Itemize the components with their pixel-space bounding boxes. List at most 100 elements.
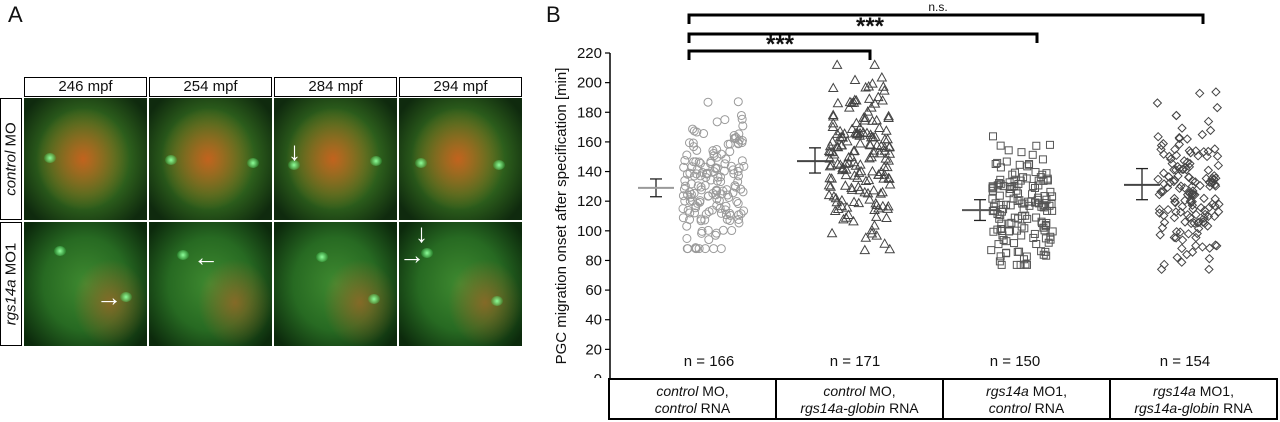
data-point xyxy=(987,246,996,255)
data-point xyxy=(1002,200,1011,209)
data-point xyxy=(1191,209,1201,220)
data-point xyxy=(1165,177,1175,188)
data-point xyxy=(725,147,735,157)
data-point xyxy=(1187,189,1197,199)
data-point xyxy=(720,115,730,125)
data-point xyxy=(841,135,853,146)
data-point xyxy=(1032,141,1041,150)
data-point xyxy=(863,93,875,103)
data-point xyxy=(1185,196,1196,206)
data-point xyxy=(825,181,837,191)
data-point xyxy=(1174,164,1185,174)
data-point xyxy=(1028,181,1037,190)
data-point xyxy=(692,127,702,137)
data-point xyxy=(851,117,862,128)
data-point xyxy=(1213,160,1224,171)
data-point xyxy=(1158,168,1169,178)
data-point xyxy=(1039,201,1048,210)
data-point xyxy=(1163,204,1173,215)
data-point xyxy=(988,194,997,203)
data-point xyxy=(846,151,857,161)
data-point xyxy=(1191,232,1201,243)
data-point xyxy=(1154,189,1165,200)
data-point xyxy=(988,182,997,191)
data-point xyxy=(860,232,872,242)
data-point xyxy=(1008,170,1017,179)
data-point xyxy=(1174,139,1185,150)
y-tick-label: 100 xyxy=(577,223,602,240)
arrow-right-icon: → xyxy=(96,282,122,312)
data-point xyxy=(1152,98,1163,108)
significance-label-1: *** xyxy=(766,31,795,58)
data-point xyxy=(854,130,866,140)
data-point xyxy=(840,158,852,168)
data-point xyxy=(829,205,841,215)
data-point xyxy=(733,171,743,181)
data-point xyxy=(699,129,709,139)
data-point xyxy=(852,172,863,182)
data-point xyxy=(1005,178,1014,187)
data-point xyxy=(734,135,744,145)
data-point xyxy=(993,209,1002,218)
data-point xyxy=(1169,212,1180,223)
condition-1-line2-rest: RNA xyxy=(696,400,731,416)
data-point xyxy=(1023,162,1032,171)
data-point xyxy=(826,159,837,170)
data-point xyxy=(857,127,869,137)
data-point xyxy=(1154,204,1165,215)
data-point xyxy=(737,138,747,148)
data-point xyxy=(1185,148,1196,158)
data-point xyxy=(692,145,702,155)
data-point xyxy=(1032,240,1041,249)
data-point xyxy=(721,210,731,220)
data-point xyxy=(879,85,890,95)
data-point xyxy=(721,154,731,164)
data-point xyxy=(1187,247,1198,257)
data-point xyxy=(716,208,726,218)
data-point xyxy=(878,161,890,171)
data-point xyxy=(999,205,1008,214)
data-point xyxy=(846,123,858,133)
data-point xyxy=(1185,212,1195,223)
data-point xyxy=(1010,168,1019,177)
data-point xyxy=(678,213,688,223)
micrograph-rgs14a-284 xyxy=(274,222,397,346)
data-point xyxy=(1012,260,1021,269)
data-point xyxy=(884,148,896,158)
data-point xyxy=(1187,196,1197,207)
data-point xyxy=(732,197,742,207)
data-point xyxy=(866,224,878,235)
data-point xyxy=(1192,228,1202,239)
data-point xyxy=(1212,102,1222,113)
condition-4-line1-rest: MO1, xyxy=(1195,383,1234,399)
y-tick-label: 160 xyxy=(577,134,602,151)
data-point xyxy=(1193,218,1203,228)
data-point xyxy=(718,225,728,235)
data-point xyxy=(1180,217,1190,227)
data-point xyxy=(823,189,835,200)
data-point xyxy=(688,138,698,148)
data-point xyxy=(1199,205,1210,216)
data-point xyxy=(1155,230,1165,240)
data-point xyxy=(689,171,699,181)
data-point xyxy=(879,238,890,248)
data-point xyxy=(1012,186,1021,195)
y-tick-label: 0 xyxy=(594,371,602,378)
data-point xyxy=(989,132,998,141)
y-tick-label: 200 xyxy=(577,75,602,92)
data-point xyxy=(1032,213,1041,222)
data-point xyxy=(1017,148,1026,157)
data-point xyxy=(870,211,882,221)
data-point xyxy=(683,205,693,215)
data-point xyxy=(1200,218,1210,228)
data-point xyxy=(1164,172,1174,182)
data-point xyxy=(1209,211,1220,222)
data-point xyxy=(850,160,862,170)
data-point xyxy=(1169,193,1180,204)
data-point xyxy=(868,147,880,158)
data-point xyxy=(1197,129,1208,140)
arrow-left-icon: ← xyxy=(193,242,219,272)
data-point xyxy=(823,179,835,190)
y-tick-label: 80 xyxy=(585,252,602,269)
row-header-rgs14a-mo1: rgs14a MO1 xyxy=(0,222,22,346)
